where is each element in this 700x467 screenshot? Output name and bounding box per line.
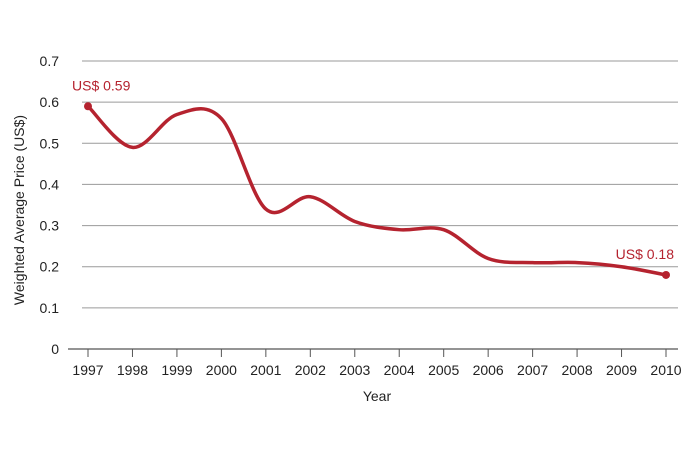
x-tick-label: 1998 (117, 362, 148, 378)
y-tick-label: 0.1 (40, 300, 60, 316)
annotation-label: US$ 0.18 (616, 246, 675, 262)
x-tick-label: 2009 (606, 362, 637, 378)
x-tick-label: 2002 (295, 362, 326, 378)
x-tick-label: 1999 (161, 362, 192, 378)
x-tick-label: 2004 (384, 362, 415, 378)
endpoint-marker (662, 270, 670, 279)
y-tick-label: 0.6 (40, 94, 60, 110)
y-axis-label: Weighted Average Price (US$) (11, 115, 27, 305)
x-tick-label: 2010 (650, 362, 681, 378)
axes (68, 348, 678, 357)
x-tick-label: 2000 (206, 362, 237, 378)
data-series (84, 102, 670, 279)
x-tick-labels: 1997 1998 1999 2000 2001 2002 2003 2004 2005 2006… (72, 362, 681, 378)
x-axis-label: Year (363, 388, 392, 404)
x-tick-label: 2008 (561, 362, 592, 378)
y-tick-label: 0.4 (40, 176, 60, 192)
x-tick-label: 2006 (473, 362, 504, 378)
endpoint-marker (84, 102, 92, 111)
y-tick-label: 0.2 (40, 259, 60, 275)
x-tick-label: 2001 (250, 362, 281, 378)
annotations: US$ 0.59 US$ 0.18 (72, 77, 674, 262)
x-tick-label: 2005 (428, 362, 459, 378)
annotation-label: US$ 0.59 (72, 77, 131, 93)
x-tick-label: 2003 (339, 362, 370, 378)
y-tick-label: 0.3 (40, 218, 60, 234)
gridlines (82, 60, 678, 309)
y-tick-label: 0.7 (40, 53, 60, 69)
y-tick-label: 0 (51, 341, 59, 357)
y-tick-label: 0.5 (40, 135, 60, 151)
x-tick-label: 2007 (517, 362, 548, 378)
x-tick-label: 1997 (72, 362, 103, 378)
y-tick-labels: 0 0.1 0.2 0.3 0.4 0.5 0.6 0.7 (40, 53, 60, 357)
series-line-0 (86, 104, 668, 277)
